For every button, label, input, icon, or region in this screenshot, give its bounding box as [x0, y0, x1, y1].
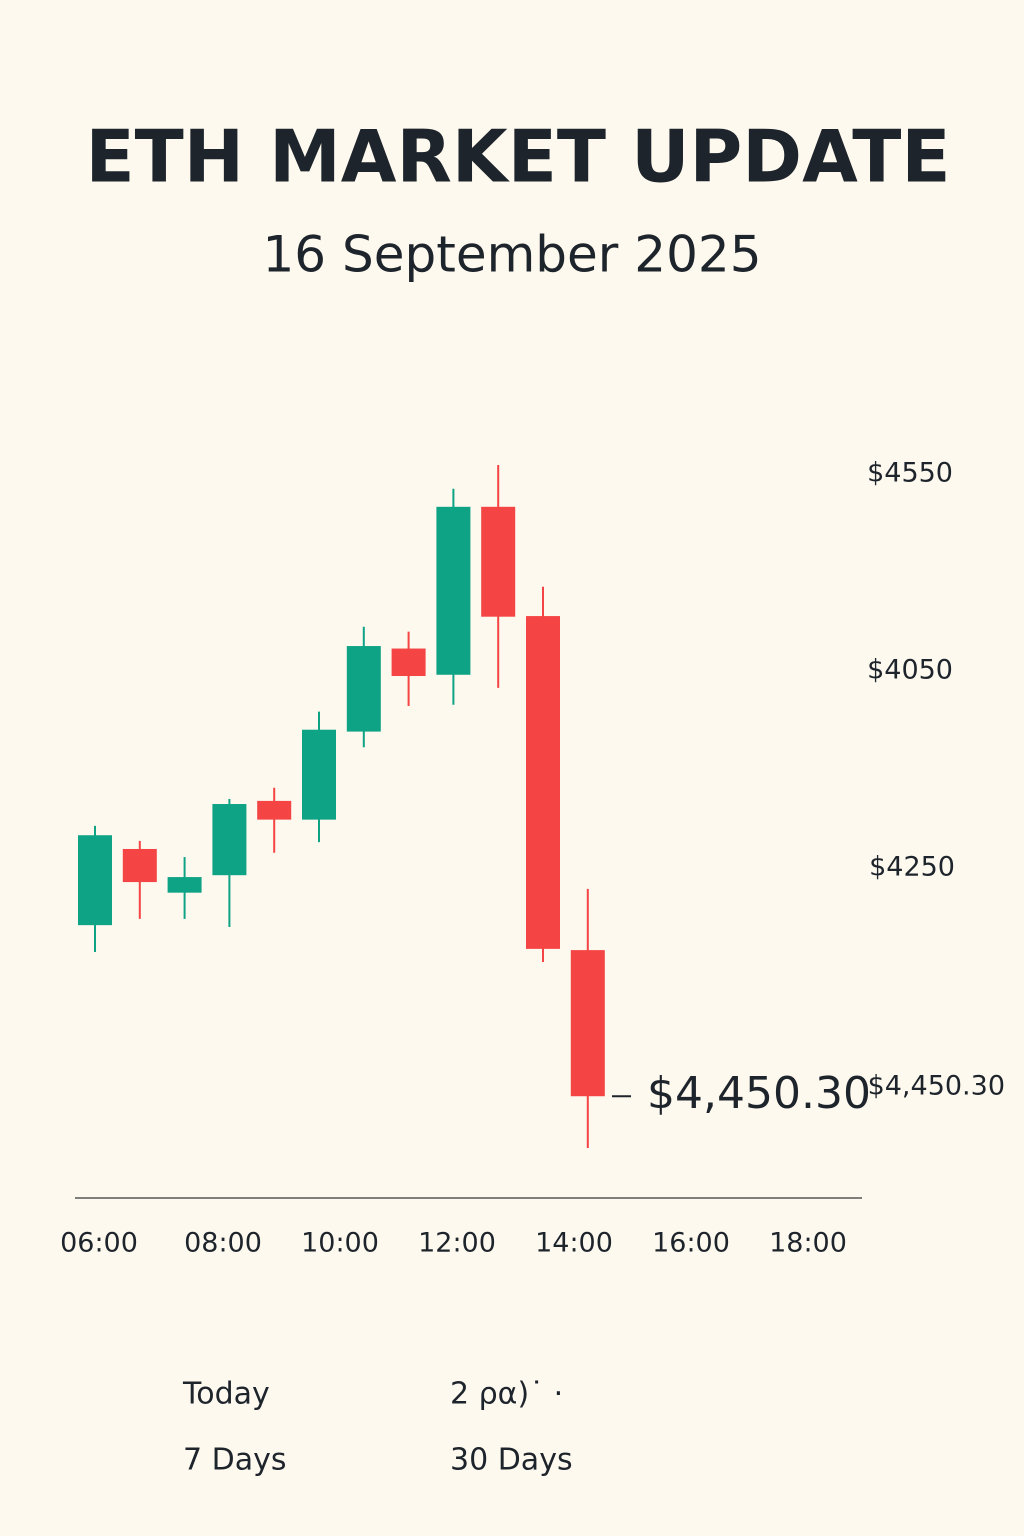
candle-body — [436, 506, 471, 675]
candle-body — [167, 877, 202, 893]
axis-label: $4550 — [867, 458, 953, 489]
date: 16 September 2025 — [262, 226, 761, 284]
time-label: 10:00 — [301, 1228, 379, 1259]
candle-body — [78, 835, 112, 926]
range-button[interactable]: 7 Days — [183, 1443, 287, 1478]
range-button[interactable]: 2 ρα)˙ · — [450, 1377, 563, 1412]
candle-body — [122, 848, 157, 883]
candle-body — [481, 506, 516, 617]
axis-label: $4050 — [867, 655, 953, 686]
candle-body — [570, 950, 605, 1097]
candle-body — [391, 648, 426, 677]
time-label: 06:00 — [60, 1228, 138, 1259]
current-price: $4,450.30 — [647, 1068, 871, 1119]
axis-label: $4250 — [869, 852, 955, 883]
time-label: 16:00 — [652, 1228, 730, 1259]
time-label: 14:00 — [535, 1228, 613, 1259]
candle-body — [346, 646, 381, 732]
candle-body — [526, 616, 560, 949]
range-button[interactable]: 30 Days — [450, 1443, 573, 1478]
candle-body — [302, 729, 336, 820]
title: ETH MARKET UPDATE — [85, 115, 950, 199]
range-button[interactable]: Today — [182, 1377, 270, 1412]
axis-label: $4,450.30 — [868, 1071, 1005, 1102]
candle-body — [257, 800, 292, 820]
time-label: 18:00 — [769, 1228, 847, 1259]
candle-body — [212, 804, 247, 876]
time-label: 08:00 — [184, 1228, 262, 1259]
time-label: 12:00 — [418, 1228, 496, 1259]
